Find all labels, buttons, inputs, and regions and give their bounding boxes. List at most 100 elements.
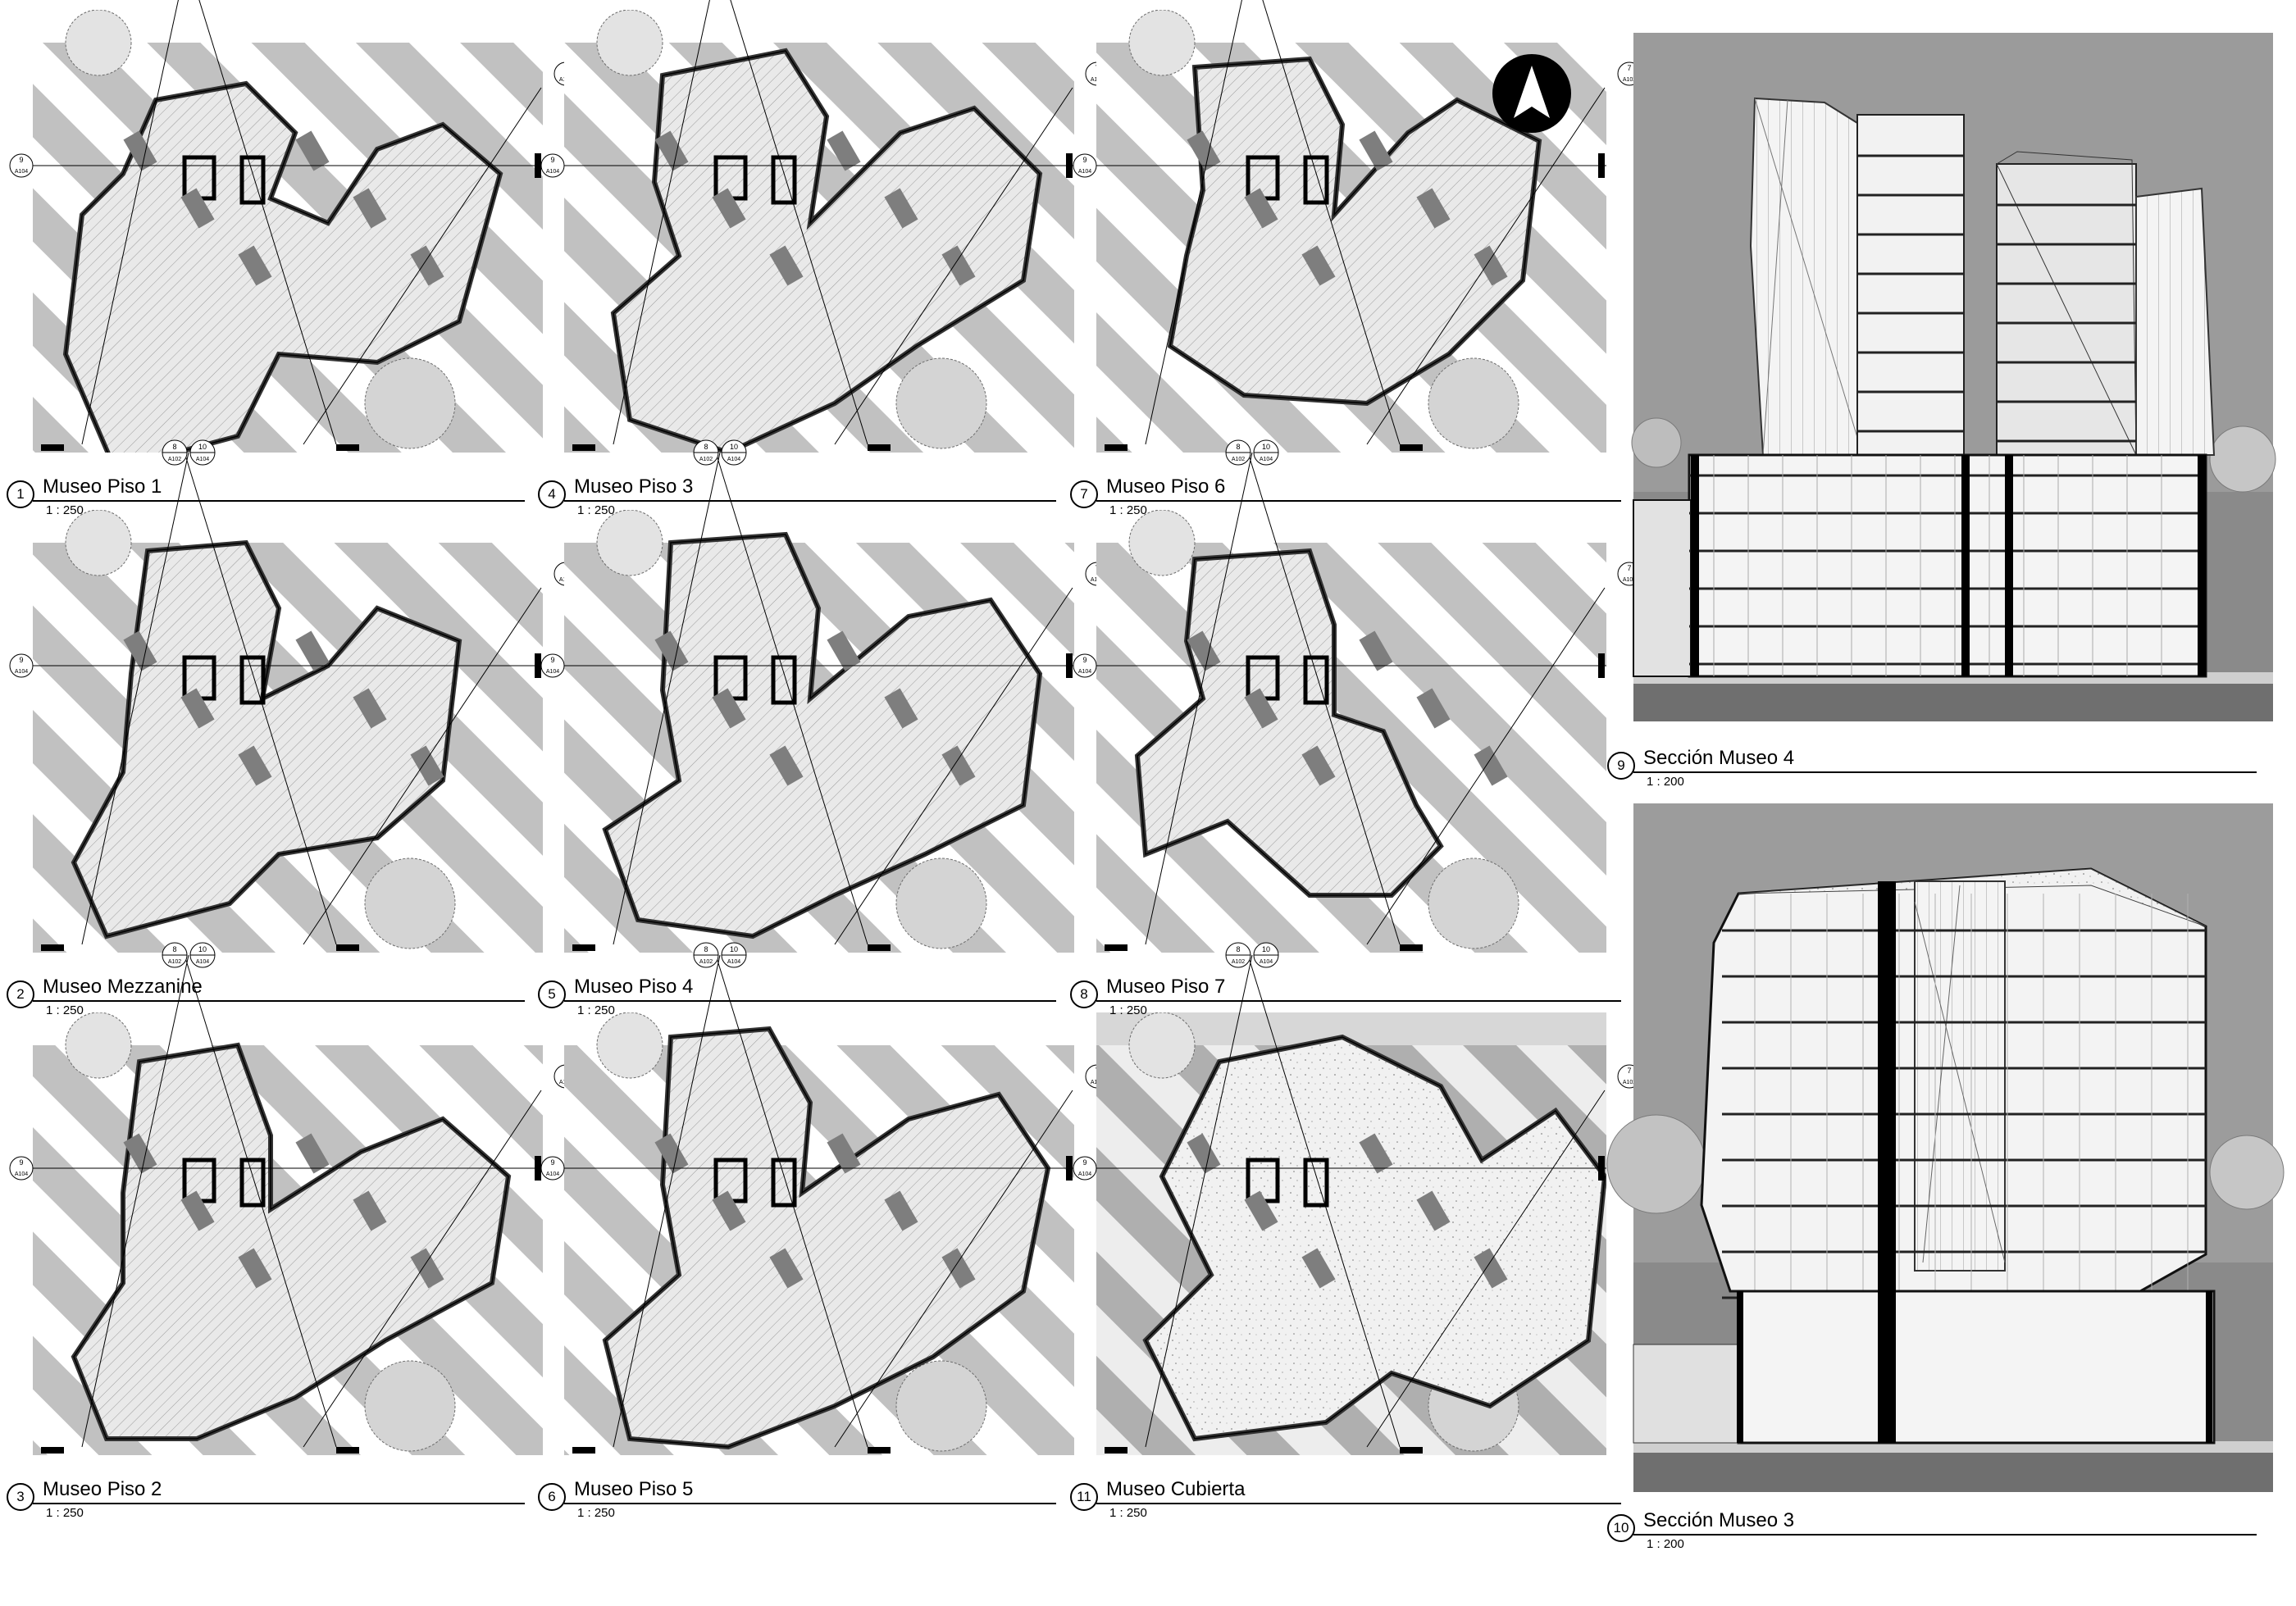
plan-title: Museo Piso 5 — [574, 1478, 694, 1500]
plan-scale: 1 : 250 — [577, 1003, 615, 1017]
svg-text:A102: A102 — [1623, 577, 1636, 583]
svg-text:8: 8 — [172, 945, 176, 953]
svg-text:A102: A102 — [1623, 77, 1636, 83]
title-underline — [33, 1000, 525, 1002]
section-marker: 9 A104 — [9, 153, 34, 178]
section-marker: 9 A104 — [1073, 653, 1097, 678]
plan-scale: 1 : 250 — [46, 1003, 84, 1017]
plan-title: Museo Mezzanine — [43, 976, 203, 998]
view-number: 8 — [1070, 980, 1098, 1008]
section-scale: 1 : 200 — [1647, 775, 1684, 789]
section-marker: 9 A104 — [1073, 153, 1097, 178]
svg-text:A104: A104 — [546, 169, 559, 175]
title-underline — [1633, 1534, 2257, 1535]
plan-scale: 1 : 250 — [46, 1506, 84, 1520]
svg-text:9: 9 — [550, 656, 554, 664]
plan-title: Museo Cubierta — [1106, 1478, 1246, 1500]
section-marker: 9 A104 — [540, 1156, 565, 1181]
title-underline — [564, 1503, 1056, 1504]
plan-scale: 1 : 250 — [577, 503, 615, 517]
svg-text:10: 10 — [1262, 945, 1270, 953]
view-number: 4 — [538, 480, 566, 508]
title-underline — [1096, 1503, 1621, 1504]
section-marker: 9 A104 — [540, 653, 565, 678]
svg-text:10: 10 — [1262, 443, 1270, 451]
section-marker: 8 A102 10 A104 — [1225, 942, 1279, 968]
svg-text:A102: A102 — [168, 959, 181, 965]
svg-text:9: 9 — [1082, 156, 1086, 164]
section-marker: 8 A102 10 A104 — [162, 439, 216, 466]
svg-text:9: 9 — [19, 156, 23, 164]
view-number: 10 — [1607, 1514, 1635, 1542]
plan-title: Museo Piso 3 — [574, 475, 694, 498]
svg-text:7: 7 — [1627, 564, 1631, 572]
plan-scale: 1 : 250 — [1109, 503, 1147, 517]
svg-text:8: 8 — [1236, 443, 1240, 451]
svg-text:A104: A104 — [1078, 669, 1091, 675]
svg-text:9: 9 — [1082, 1158, 1086, 1167]
svg-text:A104: A104 — [196, 457, 209, 462]
plan-scale: 1 : 250 — [1109, 1003, 1147, 1017]
title-underline — [564, 500, 1056, 502]
svg-text:A102: A102 — [1232, 959, 1245, 965]
svg-text:A104: A104 — [15, 169, 28, 175]
svg-text:A102: A102 — [168, 457, 181, 462]
svg-text:7: 7 — [1627, 1067, 1631, 1075]
plan-scale: 1 : 250 — [1109, 1506, 1147, 1520]
svg-text:A104: A104 — [727, 457, 740, 462]
title-underline — [33, 1503, 525, 1504]
section-marker: 9 A104 — [9, 653, 34, 678]
svg-text:A104: A104 — [15, 669, 28, 675]
title-underline — [1096, 500, 1621, 502]
plan-scale: 1 : 250 — [46, 503, 84, 517]
svg-text:8: 8 — [1236, 945, 1240, 953]
svg-text:A102: A102 — [1232, 457, 1245, 462]
view-number: 11 — [1070, 1483, 1098, 1511]
plan-title: Museo Piso 1 — [43, 475, 162, 498]
svg-text:7: 7 — [1627, 64, 1631, 72]
svg-text:9: 9 — [19, 656, 23, 664]
title-underline — [1096, 1000, 1621, 1002]
view-number: 1 — [7, 480, 34, 508]
svg-text:A104: A104 — [727, 959, 740, 965]
svg-text:A102: A102 — [699, 959, 713, 965]
svg-text:A104: A104 — [546, 669, 559, 675]
view-number: 9 — [1607, 752, 1635, 780]
svg-text:9: 9 — [550, 1158, 554, 1167]
svg-text:10: 10 — [198, 443, 207, 451]
view-number: 7 — [1070, 480, 1098, 508]
section-marker: 8 A102 10 A104 — [162, 942, 216, 968]
plan-scale: 1 : 250 — [577, 1506, 615, 1520]
svg-text:A104: A104 — [15, 1172, 28, 1177]
svg-text:10: 10 — [198, 945, 207, 953]
plan-title: Museo Piso 6 — [1106, 475, 1226, 498]
svg-text:10: 10 — [730, 945, 738, 953]
view-number: 2 — [7, 980, 34, 1008]
svg-text:A104: A104 — [1078, 1172, 1091, 1177]
section-marker: 9 A104 — [1073, 1156, 1097, 1181]
svg-text:A104: A104 — [1078, 169, 1091, 175]
svg-text:A104: A104 — [546, 1172, 559, 1177]
section-marker: 9 A104 — [9, 1156, 34, 1181]
svg-text:A104: A104 — [1260, 457, 1273, 462]
title-underline — [33, 500, 525, 502]
north-arrow-icon — [1492, 54, 1571, 133]
title-underline — [564, 1000, 1056, 1002]
svg-text:8: 8 — [704, 443, 708, 451]
section-marker: 8 A102 10 A104 — [693, 439, 747, 466]
plan-title: Museo Piso 7 — [1106, 976, 1226, 998]
view-number: 3 — [7, 1483, 34, 1511]
svg-text:9: 9 — [550, 156, 554, 164]
view-number: 5 — [538, 980, 566, 1008]
section-museo-4-drawing — [1631, 33, 2276, 721]
